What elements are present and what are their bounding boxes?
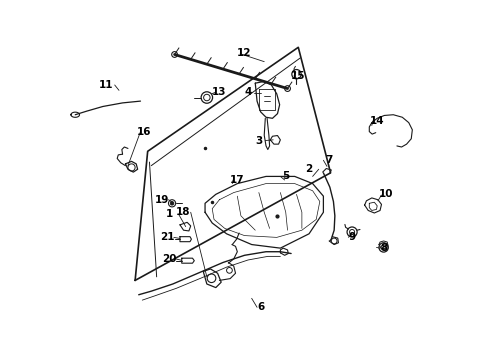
Text: 12: 12	[237, 48, 251, 58]
Text: 10: 10	[378, 189, 393, 199]
Text: 4: 4	[244, 87, 251, 97]
Circle shape	[170, 202, 174, 205]
Text: 3: 3	[255, 136, 262, 145]
Text: 21: 21	[160, 232, 174, 242]
Text: 5: 5	[282, 171, 289, 181]
Text: 15: 15	[290, 71, 305, 81]
Text: 19: 19	[155, 195, 169, 205]
Text: 7: 7	[325, 155, 332, 165]
Text: 1: 1	[165, 209, 172, 219]
Text: 8: 8	[380, 243, 387, 253]
Text: 20: 20	[162, 254, 176, 264]
Text: 18: 18	[176, 207, 190, 217]
Text: 6: 6	[257, 302, 264, 312]
Text: 9: 9	[348, 232, 355, 242]
Text: 11: 11	[99, 80, 113, 90]
Text: 13: 13	[212, 87, 226, 97]
Text: 16: 16	[137, 127, 151, 136]
Text: 14: 14	[369, 116, 384, 126]
Text: 2: 2	[305, 164, 312, 174]
Text: 17: 17	[229, 175, 244, 185]
